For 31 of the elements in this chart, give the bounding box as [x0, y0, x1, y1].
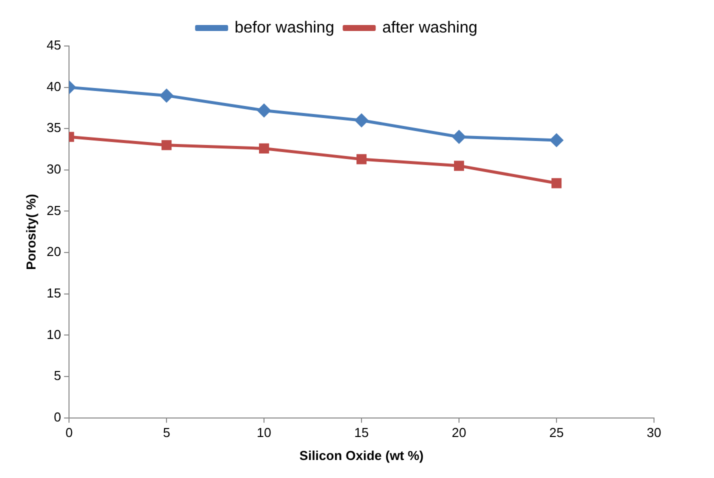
y-axis-title: Porosity( %) — [23, 194, 38, 270]
x-tick-label: 25 — [549, 425, 564, 440]
x-tick-label: 10 — [256, 425, 272, 440]
x-tick-label: 5 — [162, 425, 170, 440]
point — [551, 178, 562, 188]
point — [356, 154, 367, 164]
x-tick-label: 30 — [646, 425, 662, 440]
x-axis-title: Silicon Oxide (wt %) — [299, 448, 424, 463]
y-tick-label: 30 — [46, 162, 62, 177]
point — [355, 114, 368, 127]
legend-label: after washing — [382, 19, 478, 36]
y-tick-label: 15 — [46, 285, 62, 300]
point — [259, 143, 270, 154]
point — [452, 130, 466, 144]
x-tick-label: 0 — [65, 425, 73, 440]
x-tick-label: 15 — [354, 425, 369, 440]
point — [550, 134, 564, 147]
x-tick-label: 20 — [452, 425, 466, 440]
y-tick-label: 40 — [46, 78, 62, 94]
y-tick-label: 5 — [54, 368, 62, 384]
point — [162, 140, 172, 150]
y-tick-label: 10 — [46, 326, 62, 342]
legend-label: befor washing — [234, 19, 334, 36]
point — [454, 160, 464, 171]
point — [258, 104, 271, 117]
y-tick-label: 0 — [54, 409, 62, 424]
y-tick-label: 20 — [46, 244, 62, 260]
y-tick-label: 45 — [46, 38, 62, 53]
y-tick-label: 25 — [46, 202, 62, 218]
point — [160, 89, 174, 102]
y-tick-label: 35 — [46, 120, 62, 136]
